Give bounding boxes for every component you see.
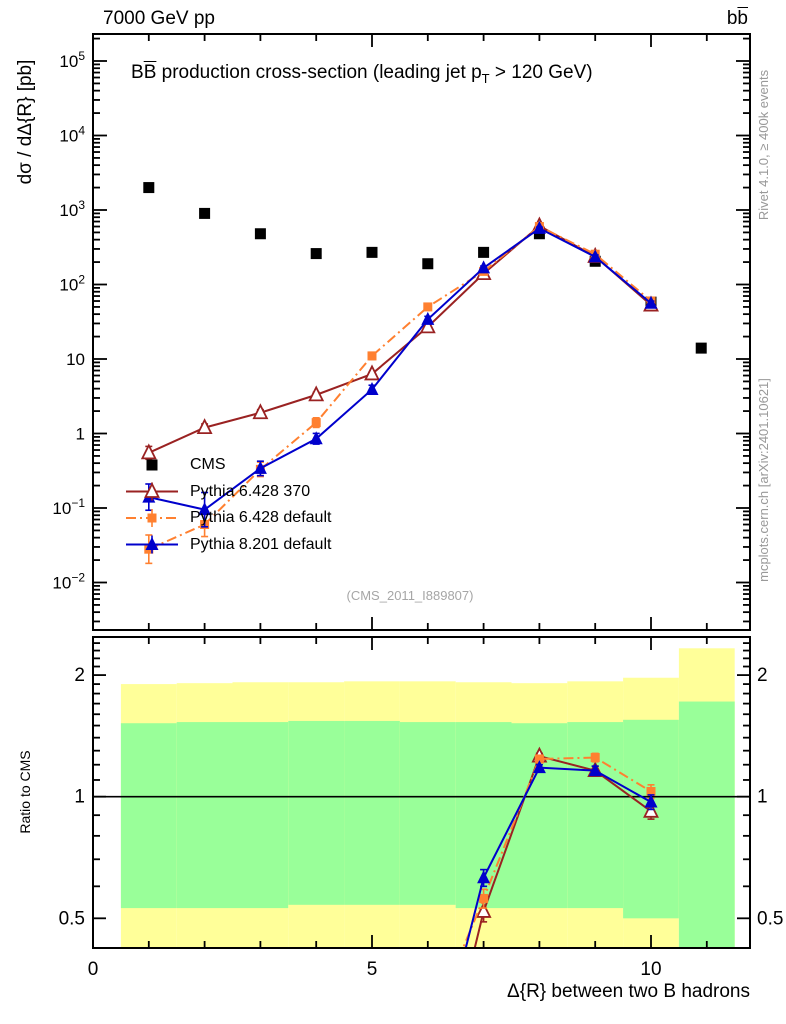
tick-label: 102 — [59, 273, 85, 295]
ratio-series — [462, 746, 659, 947]
main-series — [140, 182, 707, 565]
mcplots-reference-note: mcplots.cern.ch [arXiv:2401.10621] — [756, 378, 771, 582]
data-point-marker — [310, 248, 322, 260]
data-point-marker — [479, 893, 489, 903]
tick-label: 10 — [640, 959, 661, 980]
title-sub-t: T — [481, 70, 490, 86]
data-point-marker — [311, 418, 321, 428]
axis-ticks — [92, 34, 750, 948]
tick-label: 0.5 — [757, 908, 783, 929]
data-point-marker — [254, 228, 266, 240]
data-point-marker — [146, 459, 158, 471]
data-point-marker — [590, 753, 600, 763]
tick-label: 2 — [757, 665, 768, 686]
data-point-marker — [140, 443, 157, 460]
data-point-marker — [588, 249, 602, 263]
data-point-marker — [199, 207, 211, 219]
data-point-marker — [421, 311, 435, 325]
process-label: bb — [727, 8, 748, 30]
data-point-marker — [588, 763, 602, 777]
data-point-marker — [534, 754, 544, 764]
green-band-bin — [120, 723, 177, 909]
data-point-marker — [145, 537, 159, 550]
legend — [126, 459, 178, 554]
data-point-marker — [309, 431, 323, 445]
green-band-bin — [678, 701, 735, 947]
data-point-marker — [196, 418, 213, 435]
analysis-id-watermark: (CMS_2011_I889807) — [346, 588, 474, 603]
data-point-marker — [252, 403, 269, 420]
series-line — [148, 227, 652, 511]
green-band-bin — [288, 720, 345, 905]
data-point-marker — [253, 460, 267, 474]
title-mid: production cross-section (leading jet p — [156, 62, 482, 83]
rivet-version-note: Rivet 4.1.0, ≥ 400k events — [756, 69, 771, 221]
tick-label: 105 — [59, 49, 85, 71]
axis-tick-labels: 0 5 10 10−2 10−1 1 10 102 103 104 105 0.5 0.5 1 1 2 2 — [52, 49, 783, 980]
data-point-marker — [422, 258, 434, 270]
title-end: > 120 GeV) — [489, 62, 593, 83]
data-point-marker — [308, 385, 325, 402]
green-band-bin — [567, 722, 624, 909]
data-point-marker — [695, 342, 707, 354]
data-point-marker — [423, 302, 433, 312]
data-point-marker — [646, 787, 656, 797]
tick-label: 2 — [74, 665, 85, 686]
tick-label: 1 — [76, 425, 85, 444]
data-point-marker — [477, 260, 491, 274]
series-line — [148, 225, 652, 551]
process-bbar: b — [737, 8, 748, 29]
data-point-marker — [478, 246, 490, 258]
data-point-marker — [643, 801, 659, 818]
legend-label-pythia6-370: Pythia 6.428 370 — [190, 483, 311, 500]
tick-label: 103 — [59, 198, 85, 220]
data-point-marker — [532, 220, 546, 234]
legend-label-cms: CMS — [190, 456, 226, 473]
tick-label: 10−2 — [52, 571, 85, 593]
tick-label: 0 — [88, 959, 99, 980]
title-b: B — [131, 62, 144, 83]
data-point-marker — [147, 513, 157, 523]
green-band-bin — [176, 722, 233, 909]
ratio-axis-title: Ratio to CMS — [17, 750, 33, 834]
tick-label: 0.5 — [59, 908, 85, 929]
x-axis-title: Δ{R} between two B hadrons — [507, 981, 750, 1002]
data-point-marker — [475, 901, 492, 918]
tick-label: 1 — [757, 787, 768, 808]
data-point-marker — [477, 870, 491, 884]
green-band-bin — [399, 722, 456, 905]
main-panel-frame — [92, 33, 751, 631]
data-point-marker — [532, 760, 546, 774]
data-point-marker — [144, 481, 160, 498]
data-point-marker — [367, 351, 377, 361]
process-b: b — [726, 8, 738, 29]
legend-label-pythia6-default: Pythia 6.428 default — [190, 509, 332, 526]
data-point-marker — [198, 502, 212, 516]
tick-label: 104 — [59, 124, 85, 146]
y-axis-title: dσ / dΔ{R} [pb] — [15, 59, 36, 185]
tick-label: 5 — [367, 959, 378, 980]
tick-label: 10−1 — [52, 496, 85, 518]
tick-label: 10 — [66, 350, 85, 369]
data-point-marker — [366, 246, 378, 258]
plot-title: BB production cross-section (leading jet… — [131, 62, 593, 86]
beam-energy-label: 7000 GeV pp — [103, 8, 215, 29]
green-band-bin — [232, 722, 289, 909]
data-point-marker — [419, 317, 436, 334]
ratio-panel-frame — [92, 636, 751, 949]
data-point-marker — [365, 381, 379, 395]
title-bbar: B — [143, 62, 157, 83]
data-point-marker — [143, 182, 155, 194]
green-band-bin — [344, 720, 400, 905]
data-point-marker — [644, 295, 658, 309]
series-line — [148, 224, 652, 454]
data-point-marker — [364, 364, 380, 381]
data-point-marker — [644, 794, 658, 808]
legend-label-pythia8-default: Pythia 8.201 default — [190, 536, 332, 553]
tick-label: 1 — [74, 787, 85, 808]
